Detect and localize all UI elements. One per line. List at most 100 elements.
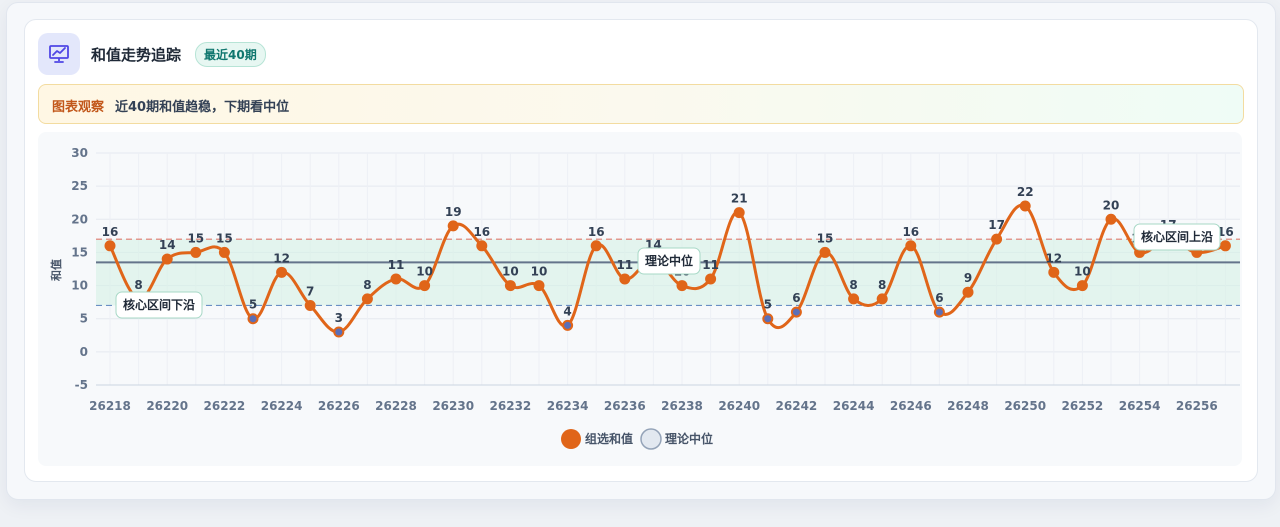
card-title: 和值走势追踪 [91,46,182,64]
data-label: 22 [1017,185,1034,199]
x-tick-label: 26222 [204,399,246,413]
data-label: 16 [588,225,605,239]
y-tick-label: 25 [71,179,88,193]
x-tick-label: 26234 [547,399,589,413]
data-label: 5 [249,298,257,312]
x-tick-label: 26232 [490,399,532,413]
data-label: 8 [363,278,371,292]
data-point [476,240,488,252]
data-label: 9 [964,271,972,285]
annotation-core-lower: 核心区间下沿 [123,297,195,312]
data-label: 11 [702,258,719,272]
x-tick-label: 26256 [1176,399,1218,413]
data-point [905,240,917,252]
data-point [247,313,259,325]
data-point [762,313,774,325]
x-tick-label: 26252 [1062,399,1104,413]
chart-line-icon [38,33,80,75]
data-label: 10 [416,265,433,279]
data-label: 19 [445,205,462,219]
y-tick-label: 20 [71,212,88,226]
legend-marker-sum [561,429,581,449]
data-label: 15 [817,231,834,245]
data-point [790,306,802,318]
data-point [1219,240,1231,252]
x-tick-label: 26238 [661,399,703,413]
data-point [676,280,688,292]
data-point [390,273,402,285]
insight-bar: 图表观察 近40期和值趋稳，下期看中位 [38,84,1244,124]
data-point [991,233,1003,245]
data-label: 14 [159,238,176,252]
data-point [333,326,345,338]
period-badge: 最近40期 [195,42,266,67]
data-point [419,280,431,292]
data-point [190,246,202,258]
x-tick-label: 26240 [718,399,760,413]
data-point [619,273,631,285]
data-point [161,253,173,265]
x-tick-label: 26254 [1119,399,1161,413]
page-container: 和值走势追踪 最近40期 图表观察 近40期和值趋稳，下期看中位 和值 -5 0 5… [6,2,1276,500]
data-label: 11 [616,258,633,272]
annotation-core-lower-box [115,291,203,319]
data-label: 3 [335,311,343,325]
data-label: 4 [563,304,571,318]
insight-tag: 图表观察 [52,100,105,115]
data-label: 16 [1217,225,1234,239]
data-point [733,207,745,219]
x-tick-label: 26250 [1004,399,1046,413]
annotation-median-box [637,247,701,275]
insight-text: 近40期和值趋稳，下期看中位 [115,100,290,115]
x-tick-label: 26242 [776,399,818,413]
data-point [504,280,516,292]
sum-trend-chart: 和值 -5 0 5 10 15 20 25 30 26218 26220 26222 26224 262… [49,146,1240,450]
data-point [933,306,945,318]
data-label: 7 [306,284,314,298]
data-point [1048,266,1060,278]
x-tick-label: 26230 [432,399,474,413]
legend-label-sum: 组选和值 [585,431,633,446]
data-label: 16 [102,225,119,239]
legend-marker-median [640,428,662,450]
y-tick-label: 0 [80,345,88,359]
data-point [705,273,717,285]
chart-panel: 和值 -5 0 5 10 15 20 25 30 26218 26220 26222 26224 262… [38,132,1242,466]
data-point [304,299,316,311]
data-point [819,246,831,258]
data-point [361,293,373,305]
data-label: 20 [1103,198,1120,212]
sum-trend-card: 和值走势追踪 最近40期 图表观察 近40期和值趋稳，下期看中位 和值 -5 0 5… [24,19,1258,482]
x-tick-label: 26226 [318,399,360,413]
data-label: 17 [988,218,1005,232]
data-point [533,280,545,292]
data-label: 16 [473,225,490,239]
x-tick-label: 26246 [890,399,932,413]
data-point [562,319,574,331]
y-tick-label: -5 [75,378,88,392]
data-label: 10 [531,265,548,279]
data-point [447,220,459,232]
y-tick-label: 5 [80,312,88,326]
data-label: 8 [878,278,886,292]
x-tick-label: 26244 [833,399,875,413]
data-point [276,266,288,278]
data-label: 8 [849,278,857,292]
x-tick-label: 26228 [375,399,417,413]
legend-label-median: 理论中位 [665,431,713,446]
data-label: 6 [935,291,943,305]
data-label: 10 [1074,265,1091,279]
annotation-core-upper-box [1133,223,1221,251]
data-point [1105,213,1117,225]
data-point [876,293,888,305]
x-tick-label: 26236 [604,399,646,413]
x-tick-label: 26224 [261,399,303,413]
data-label: 15 [187,231,204,245]
data-label: 12 [1045,251,1062,265]
data-label: 6 [792,291,800,305]
y-tick-label: 30 [71,146,88,160]
data-label: 5 [764,298,772,312]
annotation-median: 理论中位 [645,253,693,268]
data-point [104,240,116,252]
x-tick-label: 26220 [146,399,188,413]
